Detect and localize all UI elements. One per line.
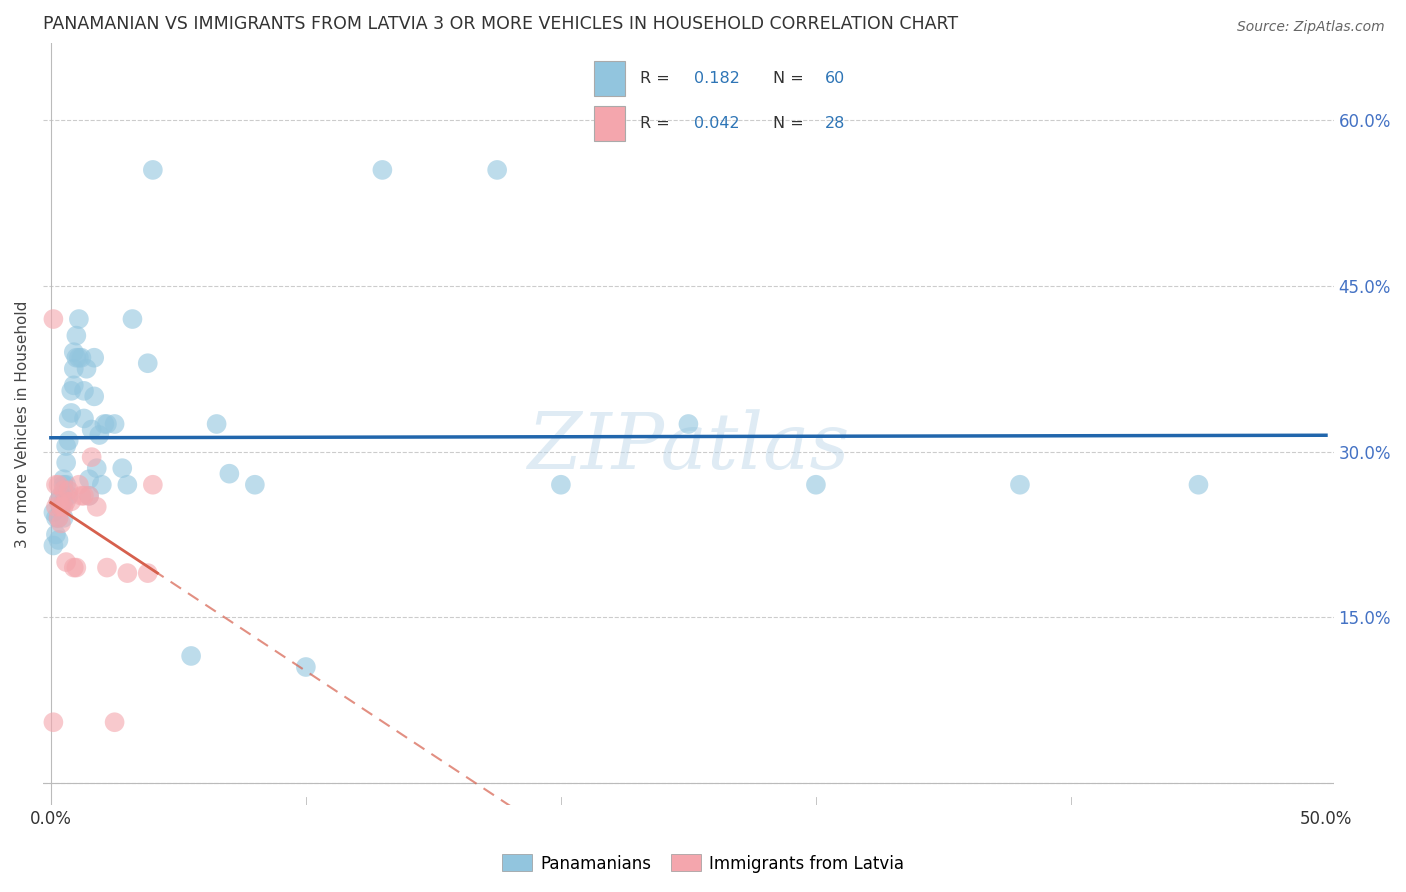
Point <box>117 477 139 491</box>
Point <box>58 411 80 425</box>
Point <box>48 511 70 525</box>
Text: PANAMANIAN VS IMMIGRANTS FROM LATVIA 3 OR MORE VEHICLES IN HOUSEHOLD CORRELATION: PANAMANIAN VS IMMIGRANTS FROM LATVIA 3 O… <box>44 15 959 33</box>
Point <box>49 516 72 531</box>
Point <box>60 406 83 420</box>
Point <box>52 494 75 508</box>
Point <box>89 428 111 442</box>
Point <box>104 715 127 730</box>
Point <box>70 351 93 365</box>
Point <box>62 560 84 574</box>
Point <box>96 560 118 574</box>
Point <box>42 715 65 730</box>
Point <box>80 423 103 437</box>
Point <box>62 345 84 359</box>
Point <box>49 500 72 514</box>
Point <box>52 477 75 491</box>
Point <box>55 555 77 569</box>
Point <box>67 351 90 365</box>
Point <box>73 384 96 398</box>
Point <box>58 434 80 448</box>
Point <box>77 489 100 503</box>
Point <box>52 511 75 525</box>
Point <box>65 328 87 343</box>
Point <box>62 361 84 376</box>
Legend: Panamanians, Immigrants from Latvia: Panamanians, Immigrants from Latvia <box>495 847 911 880</box>
Point <box>58 483 80 498</box>
Point <box>142 162 165 177</box>
Point <box>218 467 240 481</box>
Point <box>136 566 159 580</box>
Point <box>45 477 67 491</box>
Point <box>52 483 75 498</box>
Text: ZIPatlas: ZIPatlas <box>527 409 849 485</box>
Point <box>48 533 70 547</box>
Point <box>55 477 77 491</box>
Point <box>371 162 394 177</box>
Point <box>76 361 98 376</box>
Point <box>67 477 90 491</box>
Point <box>804 477 827 491</box>
Point <box>96 417 118 431</box>
Point <box>45 511 67 525</box>
Point <box>45 527 67 541</box>
Point <box>42 312 65 326</box>
Point <box>142 477 165 491</box>
Point <box>48 511 70 525</box>
Point <box>295 660 318 674</box>
Point <box>49 489 72 503</box>
Point <box>1008 477 1031 491</box>
Point <box>486 162 509 177</box>
Point <box>55 456 77 470</box>
Point <box>243 477 266 491</box>
Point <box>86 500 108 514</box>
Point <box>49 500 72 514</box>
Point <box>205 417 228 431</box>
Point <box>48 494 70 508</box>
Y-axis label: 3 or more Vehicles in Household: 3 or more Vehicles in Household <box>15 301 30 548</box>
Point <box>52 472 75 486</box>
Point <box>136 356 159 370</box>
Point <box>117 566 139 580</box>
Point <box>67 312 90 326</box>
Point <box>42 539 65 553</box>
Point <box>90 477 112 491</box>
Point <box>65 351 87 365</box>
Point <box>104 417 127 431</box>
Point <box>83 389 105 403</box>
Point <box>73 489 96 503</box>
Point <box>121 312 143 326</box>
Point <box>77 489 100 503</box>
Point <box>60 384 83 398</box>
Point <box>77 472 100 486</box>
Point <box>86 461 108 475</box>
Point <box>70 489 93 503</box>
Point <box>55 494 77 508</box>
Point <box>52 500 75 514</box>
Point <box>42 505 65 519</box>
Point <box>48 477 70 491</box>
Text: Source: ZipAtlas.com: Source: ZipAtlas.com <box>1237 20 1385 34</box>
Point <box>62 378 84 392</box>
Point <box>73 411 96 425</box>
Point <box>48 494 70 508</box>
Point <box>83 351 105 365</box>
Point <box>55 439 77 453</box>
Point <box>45 500 67 514</box>
Point <box>678 417 700 431</box>
Point <box>65 560 87 574</box>
Point <box>80 450 103 464</box>
Point <box>60 494 83 508</box>
Point <box>111 461 134 475</box>
Point <box>58 489 80 503</box>
Point <box>550 477 572 491</box>
Point <box>180 648 202 663</box>
Point <box>1187 477 1209 491</box>
Point <box>93 417 115 431</box>
